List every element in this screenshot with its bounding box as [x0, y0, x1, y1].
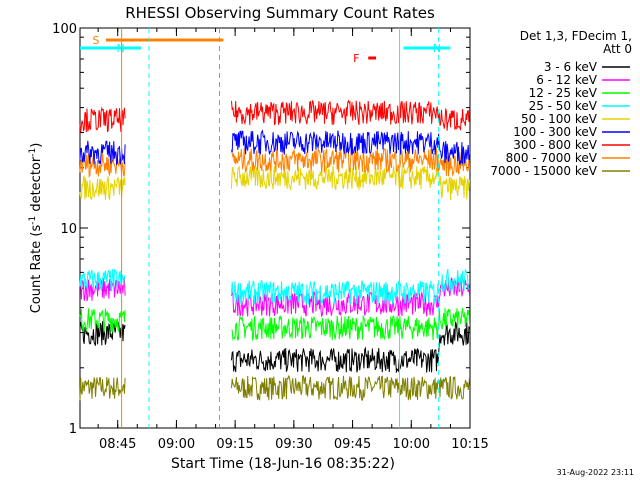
- x-tick-label: 09:15: [216, 437, 253, 452]
- footer-date: 31-Aug-2022 23:11: [557, 468, 634, 477]
- legend-label: 50 - 100 keV: [521, 112, 598, 126]
- legend-label: 300 - 800 keV: [513, 138, 597, 152]
- flag-label: F: [353, 52, 359, 65]
- flag-label: N: [116, 42, 124, 55]
- x-tick-label: 10:00: [393, 437, 430, 452]
- series-line: [79, 374, 471, 401]
- legend-header-line2: Att 0: [603, 42, 632, 56]
- legend-label: 25 - 50 keV: [529, 99, 598, 113]
- series-line: [79, 163, 471, 201]
- flag-label: S: [92, 34, 99, 47]
- legend-label: 7000 - 15000 keV: [490, 164, 597, 178]
- plot-area: 1 10 100 08:45 09:00 09:15 09:30 09:45 10:00 10:1…: [52, 22, 489, 452]
- flag-label: N: [433, 42, 441, 55]
- legend-header-line1: Det 1,3, FDecim 1,: [520, 29, 632, 43]
- legend-label: 100 - 300 keV: [513, 125, 597, 139]
- x-tick-label: 08:45: [99, 437, 136, 452]
- legend-label: 6 - 12 keV: [536, 73, 598, 87]
- series-line: [79, 268, 470, 305]
- x-axis-label: Start Time (18-Jun-16 08:35:22): [171, 456, 395, 472]
- y-tick-label: 1: [69, 422, 77, 437]
- chart-title: RHESSI Observing Summary Count Rates: [125, 4, 435, 22]
- legend-label: 3 - 6 keV: [544, 60, 598, 74]
- legend-label: 800 - 7000 keV: [506, 151, 598, 165]
- y-tick-label: 10: [60, 222, 77, 237]
- series-line: [79, 99, 471, 133]
- series-line: [79, 129, 471, 166]
- x-tick-label: 09:00: [158, 437, 195, 452]
- y-axis-label: Count Rate (s-1 detector-1): [28, 143, 44, 314]
- x-tick-label: 10:15: [451, 437, 488, 452]
- legend-label: 12 - 25 keV: [529, 86, 598, 100]
- plot-frame: [79, 27, 471, 429]
- y-tick-label: 100: [52, 22, 77, 37]
- x-tick-label: 09:45: [334, 437, 371, 452]
- series-line: [79, 308, 471, 342]
- x-tick-label: 09:30: [275, 437, 312, 452]
